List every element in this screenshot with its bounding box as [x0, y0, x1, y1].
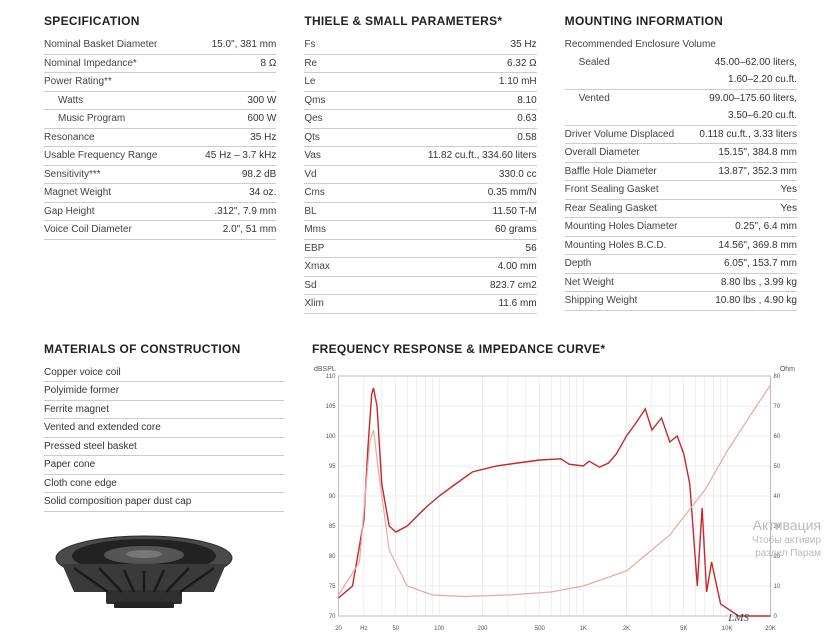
table-row: Xmax4.00 mm: [304, 258, 536, 277]
table-row: Mms60 grams: [304, 221, 536, 240]
list-item: Vented and extended core: [44, 419, 284, 438]
table-row: Le1.10 mH: [304, 73, 536, 92]
table-row: Front Sealing GasketYes: [565, 181, 797, 200]
svg-text:30: 30: [774, 524, 781, 530]
svg-text:110: 110: [326, 374, 336, 380]
svg-text:40: 40: [774, 494, 781, 500]
list-item: Paper cone: [44, 456, 284, 475]
table-row: EBP56: [304, 240, 536, 259]
svg-text:Hz: Hz: [360, 626, 367, 632]
chart-title: FREQUENCY RESPONSE & IMPEDANCE CURVE*: [312, 342, 797, 356]
speaker-image: [44, 530, 244, 610]
list-item: Cloth cone edge: [44, 475, 284, 494]
svg-text:50: 50: [774, 464, 781, 470]
specification-title: SPECIFICATION: [44, 14, 276, 28]
sealed-label: Sealed: [565, 56, 610, 70]
table-row: Nominal Impedance*8 Ω: [44, 55, 276, 74]
table-row: Voice Coil Diameter2.0", 51 mm: [44, 221, 276, 240]
table-row: Watts300 W: [44, 92, 276, 111]
svg-text:105: 105: [325, 404, 336, 410]
list-item: Pressed steel basket: [44, 438, 284, 457]
list-item: Solid composition paper dust cap: [44, 493, 284, 512]
sealed-value1: 45.00–62.00 liters,: [715, 56, 797, 70]
svg-text:1K: 1K: [579, 626, 586, 632]
list-item: Polyimide former: [44, 382, 284, 401]
list-item: Copper voice coil: [44, 364, 284, 383]
table-row: Usable Frequency Range45 Hz – 3.7 kHz: [44, 147, 276, 166]
svg-text:5K: 5K: [680, 626, 687, 632]
table-row: Music Program600 W: [44, 110, 276, 129]
table-row: Qes0.63: [304, 110, 536, 129]
list-item: Ferrite magnet: [44, 401, 284, 420]
table-row: Qts0.58: [304, 129, 536, 148]
table-row: Rear Sealing GasketYes: [565, 200, 797, 219]
svg-text:0: 0: [774, 614, 778, 620]
table-row: Shipping Weight10.80 lbs , 4.90 kg: [565, 292, 797, 311]
svg-text:85: 85: [329, 524, 336, 530]
frequency-response-chart: dBSPL Ohm 70 75 80 85 90 95 100 105 110 0 10 20 30 40…: [312, 364, 797, 634]
svg-text:75: 75: [329, 584, 336, 590]
svg-text:10: 10: [774, 584, 781, 590]
table-row: BL11.50 T-M: [304, 203, 536, 222]
table-row: Depth6.05", 153.7 mm: [565, 255, 797, 274]
vented-value2: 3.50–6.20 cu.ft.: [565, 107, 797, 126]
svg-text:50: 50: [392, 626, 399, 632]
table-row: Sensitivity***98.2 dB: [44, 166, 276, 185]
svg-text:10K: 10K: [722, 626, 733, 632]
table-row: Vd330.0 cc: [304, 166, 536, 185]
svg-text:500: 500: [535, 626, 546, 632]
table-row: Vas11.82 cu.ft., 334.60 liters: [304, 147, 536, 166]
svg-text:20: 20: [335, 626, 342, 632]
svg-text:60: 60: [774, 434, 781, 440]
svg-text:80: 80: [329, 554, 336, 560]
chart-ylabel-right: Ohm: [780, 366, 795, 373]
svg-text:100: 100: [434, 626, 445, 632]
vented-label: Vented: [565, 92, 610, 106]
svg-text:80: 80: [774, 374, 781, 380]
svg-text:100: 100: [325, 434, 336, 440]
mounting-title: MOUNTING INFORMATION: [565, 14, 797, 28]
svg-text:20: 20: [774, 554, 781, 560]
specification-column: SPECIFICATION Nominal Basket Diameter15.…: [44, 14, 276, 314]
thiele-column: THIELE & SMALL PARAMETERS* Fs35 HzRe6.32…: [304, 14, 536, 314]
chart-signature: LMS: [728, 612, 749, 624]
materials-list: Copper voice coilPolyimide formerFerrite…: [44, 364, 284, 512]
sealed-value2: 1.60–2.20 cu.ft.: [565, 71, 797, 90]
svg-text:70: 70: [774, 404, 781, 410]
mounting-column: MOUNTING INFORMATION Recommended Enclosu…: [565, 14, 797, 314]
table-row: Overall Diameter15.15", 384.8 mm: [565, 144, 797, 163]
table-row: Net Weight8.80 lbs , 3.99 kg: [565, 274, 797, 293]
table-row: Power Rating**: [44, 73, 276, 92]
table-row: Baffle Hole Diameter13.87", 352.3 mm: [565, 163, 797, 182]
table-row: Qms8.10: [304, 92, 536, 111]
table-row: Re6.32 Ω: [304, 55, 536, 74]
table-row: Gap Height.312", 7.9 mm: [44, 203, 276, 222]
rev-label: Recommended Enclosure Volume: [565, 38, 716, 52]
vented-value1: 99.00–175.60 liters,: [709, 92, 797, 106]
table-row: Nominal Basket Diameter15.0", 381 mm: [44, 36, 276, 55]
table-row: Fs35 Hz: [304, 36, 536, 55]
table-row: Resonance35 Hz: [44, 129, 276, 148]
svg-text:20K: 20K: [765, 626, 776, 632]
svg-text:90: 90: [329, 494, 336, 500]
materials-title: MATERIALS OF CONSTRUCTION: [44, 342, 284, 356]
table-row: Cms0.35 mm/N: [304, 184, 536, 203]
svg-text:2K: 2K: [623, 626, 630, 632]
table-row: Xlim11.6 mm: [304, 295, 536, 314]
table-row: Mounting Holes B.C.D.14.56", 369.8 mm: [565, 237, 797, 256]
table-row: Magnet Weight34 oz.: [44, 184, 276, 203]
table-row: Sd823.7 cm2: [304, 277, 536, 296]
table-row: Mounting Holes Diameter0.25", 6.4 mm: [565, 218, 797, 237]
thiele-title: THIELE & SMALL PARAMETERS*: [304, 14, 536, 28]
svg-text:200: 200: [477, 626, 488, 632]
svg-text:95: 95: [329, 464, 336, 470]
chart-ylabel-left: dBSPL: [314, 366, 336, 373]
svg-text:70: 70: [329, 614, 336, 620]
table-row: Driver Volume Displaced0.118 cu.ft., 3.3…: [565, 126, 797, 145]
